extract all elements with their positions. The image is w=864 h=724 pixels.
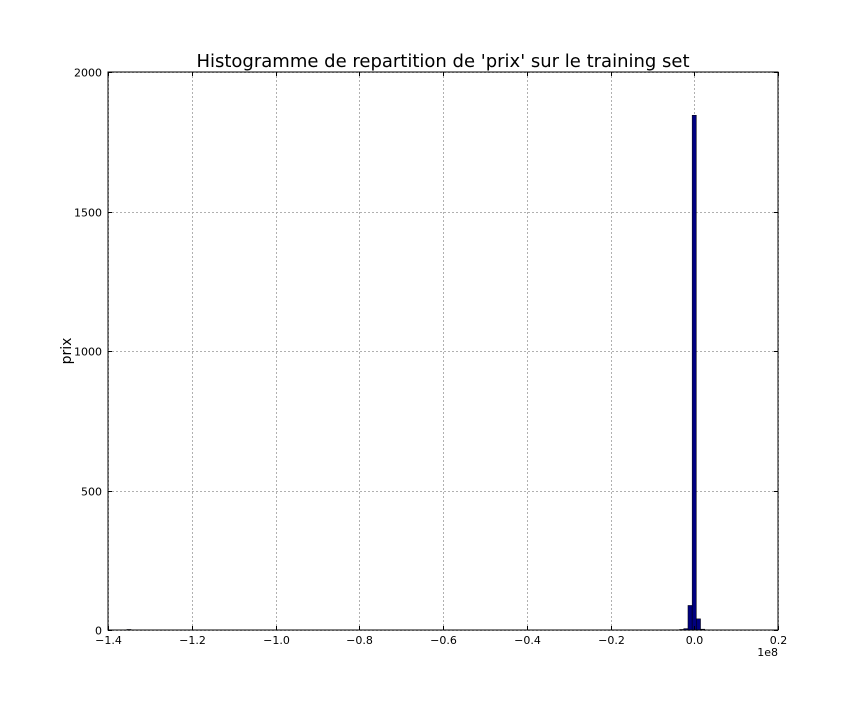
axis-ticks bbox=[108, 72, 779, 631]
histogram-bar bbox=[696, 618, 701, 631]
x-tick-label: −0.2 bbox=[598, 634, 625, 647]
x-tick-label: 0.2 bbox=[770, 634, 788, 647]
y-tick-label: 0 bbox=[95, 625, 102, 638]
histogram-bars bbox=[126, 114, 705, 631]
x-tick-label: −0.6 bbox=[430, 634, 457, 647]
x-tick-label: −0.4 bbox=[514, 634, 541, 647]
histogram-bar bbox=[687, 605, 693, 631]
grid-lines bbox=[108, 72, 779, 631]
y-tick-label: 1500 bbox=[74, 207, 102, 220]
y-tick-labels: 0 500 1000 1500 2000 bbox=[74, 67, 102, 638]
x-tick-labels: −1.4 −1.2 −1.0 −0.8 −0.6 −0.4 −0.2 0.0 0.2 bbox=[95, 634, 787, 647]
y-tick-label: 2000 bbox=[74, 67, 102, 80]
x-tick-label: −1.2 bbox=[179, 634, 206, 647]
y-axis-label: prix bbox=[59, 338, 75, 365]
x-tick-label: −1.4 bbox=[95, 634, 122, 647]
x-tick-label: −0.8 bbox=[346, 634, 373, 647]
histogram-bar bbox=[691, 114, 697, 631]
y-tick-label: 500 bbox=[81, 486, 102, 499]
x-tick-label: 0.0 bbox=[686, 634, 704, 647]
y-tick-label: 1000 bbox=[74, 346, 102, 359]
x-tick-label: −1.0 bbox=[263, 634, 290, 647]
x-axis-offset-label: 1e8 bbox=[757, 646, 778, 659]
chart-title: Histogramme de repartition de 'prix' sur… bbox=[196, 51, 689, 72]
